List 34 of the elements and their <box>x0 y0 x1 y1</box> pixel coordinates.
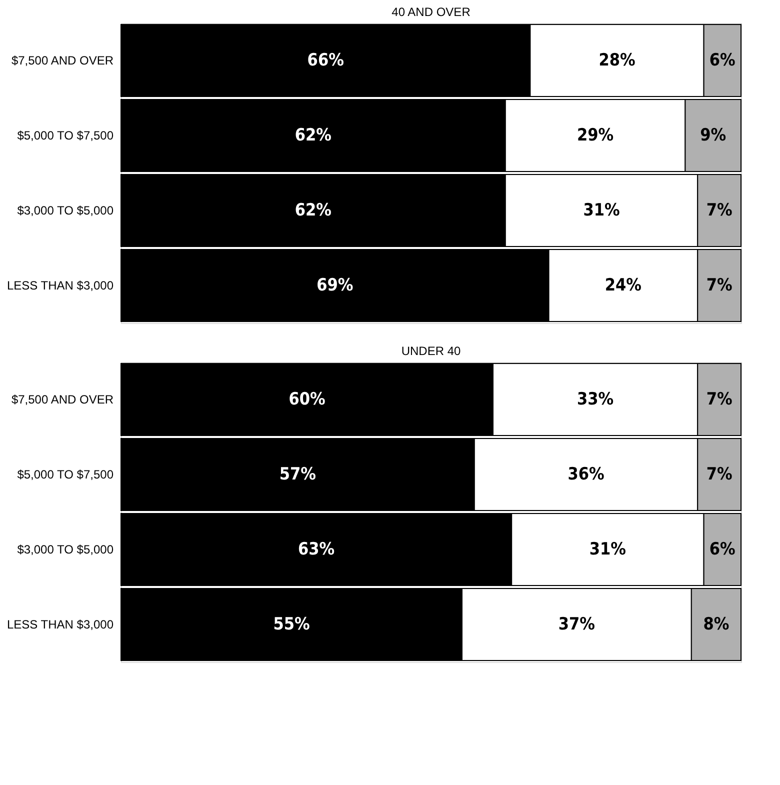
y-tick-label: $7,500 AND OVER <box>11 392 114 406</box>
data-label: 28% <box>598 50 636 70</box>
data-label: 37% <box>558 614 596 634</box>
data-label: 63% <box>298 540 335 560</box>
y-tick-label: LESS THAN $3,000 <box>6 618 114 632</box>
data-label: 55% <box>273 614 310 634</box>
data-label: 7% <box>706 390 732 410</box>
data-label: 36% <box>568 464 604 484</box>
chart-title: UNDER 40 <box>401 344 461 358</box>
data-label: 9% <box>700 126 726 146</box>
data-label: 7% <box>706 276 732 296</box>
y-tick-label: $5,000 TO $7,500 <box>17 468 114 482</box>
data-label: 33% <box>576 390 614 410</box>
data-label: 31% <box>589 540 626 560</box>
data-label: 31% <box>583 200 620 220</box>
y-tick-label: $5,000 TO $7,500 <box>17 128 114 142</box>
data-label: 29% <box>576 126 614 146</box>
y-tick-label: LESS THAN $3,000 <box>6 278 114 292</box>
data-label: 7% <box>706 464 732 484</box>
data-label: 24% <box>604 276 642 296</box>
data-label: 62% <box>294 200 332 220</box>
data-label: 60% <box>288 390 326 410</box>
data-label: 57% <box>279 464 316 484</box>
y-tick-label: $3,000 TO $5,000 <box>17 542 114 556</box>
y-tick-label: $7,500 AND OVER <box>11 54 114 68</box>
data-label: 6% <box>709 50 736 70</box>
data-label: 7% <box>706 200 732 220</box>
data-label: 66% <box>307 50 344 70</box>
chart-title: 40 AND OVER <box>392 5 471 19</box>
data-label: 6% <box>709 540 736 560</box>
data-label: 62% <box>294 126 332 146</box>
data-label: 8% <box>703 614 730 634</box>
y-tick-label: $3,000 TO $5,000 <box>17 204 114 218</box>
data-label: 69% <box>316 276 354 296</box>
